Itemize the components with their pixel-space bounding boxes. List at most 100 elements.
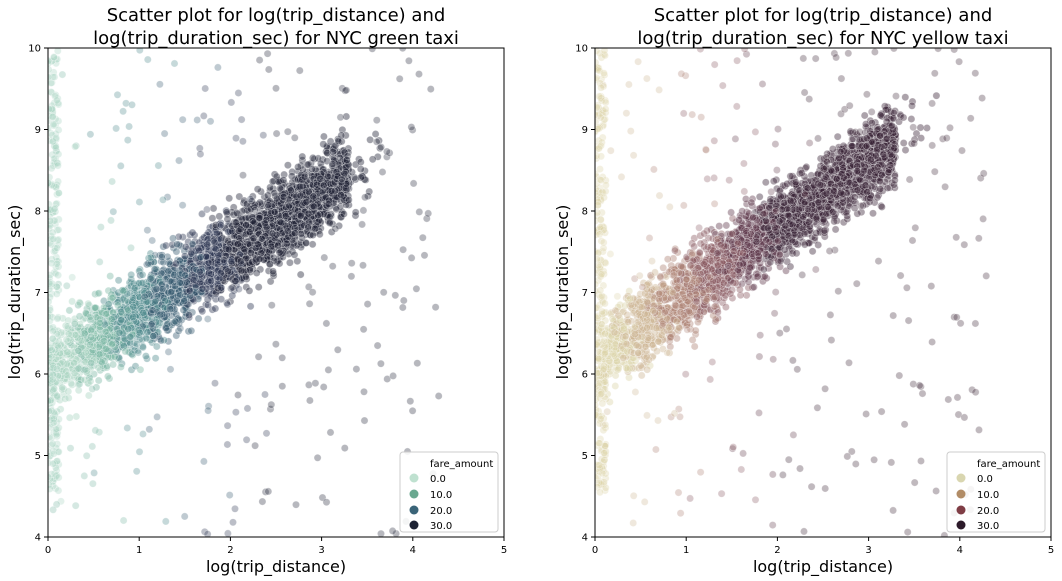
scatter-point <box>67 327 76 336</box>
scatter-point <box>95 320 103 329</box>
scatter-point <box>94 322 103 331</box>
scatter-point <box>105 299 114 308</box>
scatter-point <box>285 218 294 227</box>
scatter-point <box>188 228 197 237</box>
scatter-point <box>103 346 112 355</box>
scatter-point <box>311 171 320 179</box>
scatter-point <box>264 247 273 255</box>
scatter-point <box>204 259 213 268</box>
scatter-point <box>82 359 91 367</box>
scatter-point <box>328 262 337 271</box>
scatter-point <box>124 312 133 321</box>
scatter-point <box>722 303 730 311</box>
scatter-point <box>304 192 313 200</box>
scatter-point <box>228 272 237 281</box>
scatter-point <box>94 317 103 326</box>
scatter-point <box>327 183 336 192</box>
scatter-point <box>81 356 90 365</box>
scatter-point <box>171 297 180 306</box>
scatter-point <box>321 200 330 209</box>
scatter-point <box>68 324 77 333</box>
scatter-point <box>107 326 116 335</box>
scatter-point <box>308 214 317 223</box>
scatter-point <box>293 215 301 224</box>
scatter-point <box>163 297 172 306</box>
scatter-point <box>337 157 346 166</box>
scatter-point <box>178 291 187 300</box>
scatter-point <box>49 235 58 243</box>
scatter-point <box>283 224 292 233</box>
scatter-point <box>143 303 152 312</box>
scatter-point <box>200 260 209 269</box>
scatter-point <box>130 283 139 292</box>
scatter-point <box>78 356 87 364</box>
scatter-point <box>228 266 236 275</box>
scatter-point <box>305 396 314 405</box>
scatter-point <box>297 203 306 211</box>
scatter-point <box>241 224 250 233</box>
scatter-point <box>256 213 265 221</box>
scatter-point <box>73 351 82 359</box>
scatter-point <box>66 372 75 381</box>
scatter-point <box>291 229 299 238</box>
scatter-point <box>328 185 336 194</box>
scatter-point <box>272 236 281 245</box>
scatter-point <box>363 300 372 308</box>
scatter-point <box>84 299 93 308</box>
scatter-point <box>159 293 168 301</box>
scatter-point <box>256 225 265 233</box>
scatter-point <box>276 197 284 206</box>
scatter-point <box>281 212 290 220</box>
scatter-point <box>74 346 83 355</box>
scatter-point <box>214 252 223 261</box>
scatter-point <box>289 242 298 250</box>
scatter-point <box>189 285 198 293</box>
scatter-point <box>150 334 158 343</box>
scatter-point <box>177 259 186 268</box>
scatter-point <box>204 301 212 309</box>
scatter-point <box>261 222 270 231</box>
scatter-point <box>312 173 321 181</box>
scatter-point <box>357 172 366 180</box>
scatter-point <box>319 140 328 149</box>
scatter-point <box>76 368 84 377</box>
scatter-point <box>214 277 223 286</box>
scatter-point <box>285 204 294 213</box>
scatter-point <box>48 364 56 373</box>
scatter-point <box>100 311 109 320</box>
scatter-point <box>152 287 161 296</box>
scatter-point <box>334 172 343 180</box>
scatter-point <box>54 447 63 456</box>
scatter-point <box>135 328 144 337</box>
scatter-point <box>261 228 269 237</box>
scatter-point <box>94 376 103 385</box>
scatter-point <box>242 243 250 252</box>
scatter-point <box>106 314 114 323</box>
scatter-point <box>63 322 72 331</box>
scatter-point <box>113 316 121 325</box>
scatter-point <box>159 242 168 251</box>
scatter-point <box>117 305 126 314</box>
scatter-point <box>273 225 281 234</box>
scatter-point <box>298 195 307 203</box>
scatter-point <box>221 224 230 233</box>
scatter-point <box>317 190 326 199</box>
scatter-point <box>181 302 190 311</box>
scatter-point <box>184 274 193 283</box>
scatter-point <box>279 194 287 203</box>
scatter-point <box>315 216 324 225</box>
scatter-point <box>287 203 296 211</box>
scatter-point <box>89 336 97 345</box>
scatter-point <box>293 217 301 226</box>
scatter-point <box>144 278 153 286</box>
scatter-point <box>324 217 332 225</box>
scatter-point <box>360 166 369 175</box>
scatter-point <box>260 218 269 227</box>
scatter-point <box>399 296 408 305</box>
scatter-point <box>173 318 181 327</box>
scatter-point <box>161 297 169 305</box>
scatter-point <box>224 267 232 276</box>
scatter-point <box>206 257 214 266</box>
scatter-point <box>302 230 310 239</box>
scatter-point <box>232 256 241 265</box>
